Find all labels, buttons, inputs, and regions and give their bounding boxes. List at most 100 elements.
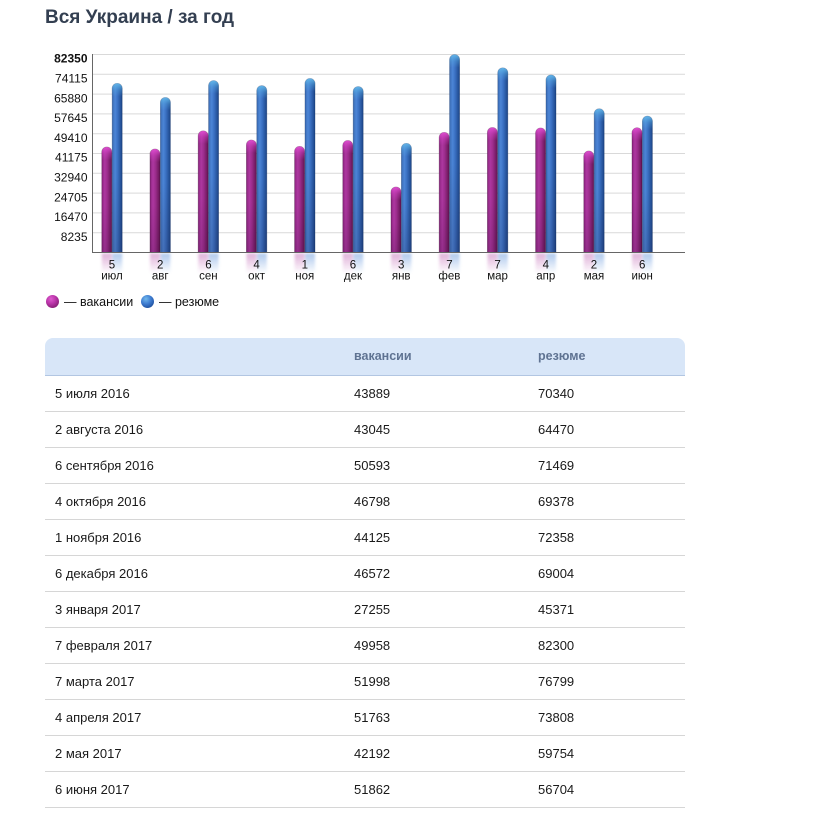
resumes-cell: 76799: [529, 663, 685, 700]
vacancies-bar-highlight: [342, 140, 353, 154]
vacancies-cell: 42192: [345, 735, 529, 772]
vacancies-cell: 43889: [345, 375, 529, 412]
table-row: 1 ноября 2016 44125 72358: [45, 519, 685, 556]
vacancies-bar-reflection: [342, 253, 353, 274]
vacancies-bar-highlight: [101, 146, 112, 160]
x-axis-labels: 5июл2авг6сен4окт1ноя6дек3янв7фев7мар4апр…: [101, 260, 653, 283]
table-row: 6 декабря 2016 46572 69004: [45, 555, 685, 592]
vacancies-bar-reflection: [294, 253, 305, 274]
resumes-bar-reflection: [642, 253, 653, 274]
resumes-bar-highlight: [353, 86, 364, 100]
vacancies-bar-highlight: [535, 128, 546, 142]
resumes-bar-shade: [208, 80, 219, 253]
vacancies-column-header: вакансии: [345, 338, 529, 376]
vacancies-bar-highlight: [198, 130, 209, 144]
legend-label-resumes: — резюме: [159, 294, 220, 309]
table-row: 4 апреля 2017 51763 73808: [45, 699, 685, 736]
vacancies-bar-highlight: [150, 149, 160, 163]
x-tick-day: 7: [446, 260, 452, 272]
vacancies-bar-shade: [632, 127, 642, 253]
resumes-cell: 73808: [529, 699, 685, 736]
resumes-bar-shade: [401, 143, 412, 253]
x-tick-month: дек: [344, 271, 363, 283]
vacancies-bar-highlight: [294, 146, 305, 160]
vacancies-bar-highlight: [246, 139, 257, 153]
x-tick-month: окт: [248, 271, 266, 283]
resumes-bar-reflection: [305, 253, 315, 274]
resumes-column-header: резюме: [529, 338, 685, 376]
x-tick-month: сен: [199, 271, 218, 283]
resumes-bar-shade: [305, 78, 315, 253]
legend-item-vacancies: — вакансии: [46, 295, 133, 309]
table-row: 6 июня 2017 51862 56704: [45, 771, 685, 808]
table-row: 5 июля 2016 43889 70340: [45, 375, 685, 412]
date-cell: 6 декабря 2016: [45, 555, 345, 592]
vacancies-bar-reflection: [198, 253, 209, 274]
x-tick-day: 4: [543, 260, 550, 272]
date-cell: 2 августа 2016: [45, 411, 345, 448]
vacancies-bar-highlight: [439, 132, 450, 146]
x-tick-month: фев: [438, 271, 460, 283]
vacancies-cell: 49958: [345, 627, 529, 664]
vacancies-cell: 27255: [345, 591, 529, 628]
vacancies-bar-shade: [391, 186, 401, 253]
date-cell: 4 апреля 2017: [45, 699, 345, 736]
vacancies-cell: 51998: [345, 663, 529, 700]
bars: [101, 54, 653, 253]
resumes-bar-shade: [160, 97, 171, 253]
resumes-bar-reflection: [449, 253, 460, 274]
resumes-bar-highlight: [546, 75, 556, 89]
bar-reflections: [101, 253, 653, 274]
vacancies-bar-reflection: [439, 253, 450, 274]
table-body: 5 июля 2016 43889 70340 2 августа 2016 43045…: [45, 375, 685, 808]
resumes-cell: 82300: [529, 627, 685, 664]
vacancies-bar-shade: [583, 151, 594, 253]
date-cell: 6 сентября 2016: [45, 447, 345, 484]
x-tick-day: 6: [639, 260, 645, 272]
vacancies-bar-highlight: [487, 127, 498, 141]
table-row: 2 мая 2017 42192 59754: [45, 735, 685, 772]
resumes-bar-highlight: [256, 85, 267, 99]
resumes-bar-reflection: [497, 253, 508, 274]
resumes-bar-shade: [112, 83, 123, 253]
legend-item-resumes: — резюме: [141, 294, 220, 309]
date-cell: 5 июля 2016: [45, 375, 345, 412]
resumes-cell: 69004: [529, 555, 685, 592]
x-tick-month: июл: [101, 271, 123, 283]
resumes-bar-highlight: [594, 108, 605, 122]
vacancies-bar-shade: [294, 146, 305, 253]
vacancies-bar-reflection: [632, 253, 642, 274]
date-column-header: [45, 338, 345, 376]
x-tick-day: 1: [302, 260, 308, 272]
x-tick-month: авг: [152, 271, 169, 283]
resumes-bar-reflection: [112, 253, 123, 274]
resumes-bar-highlight: [642, 116, 653, 130]
vacancies-bar-reflection: [391, 253, 401, 274]
resumes-bar-shade: [256, 85, 267, 253]
x-tick-day: 7: [494, 260, 500, 272]
y-tick-label: 74115: [55, 72, 88, 86]
date-cell: 6 июня 2017: [45, 771, 345, 808]
resumes-bar-highlight: [401, 143, 412, 157]
resumes-bar-highlight: [160, 97, 171, 111]
table-row: 3 января 2017 27255 45371: [45, 591, 685, 628]
resumes-bar-shade: [449, 54, 460, 253]
vacancies-cell: 51862: [345, 771, 529, 808]
x-tick-day: 3: [398, 260, 404, 272]
resumes-bar-reflection: [401, 253, 412, 274]
y-tick-label: 65880: [54, 91, 88, 105]
vacancies-marker-icon: [46, 295, 59, 308]
resumes-bar-reflection: [256, 253, 267, 274]
vacancies-bar-highlight: [632, 127, 642, 141]
x-tick-day: 6: [350, 260, 356, 272]
x-tick-month: ноя: [295, 271, 314, 283]
table-header-row: вакансии резюме: [45, 338, 685, 376]
x-tick-month: июн: [631, 271, 652, 283]
resumes-bar-highlight: [208, 80, 219, 94]
vacancies-cell: 51763: [345, 699, 529, 736]
resumes-marker-icon: [141, 295, 154, 308]
vacancies-cell: 43045: [345, 411, 529, 448]
vacancies-bar-shade: [439, 132, 450, 253]
resumes-bar-shade: [642, 116, 653, 253]
x-tick-day: 5: [109, 260, 115, 272]
